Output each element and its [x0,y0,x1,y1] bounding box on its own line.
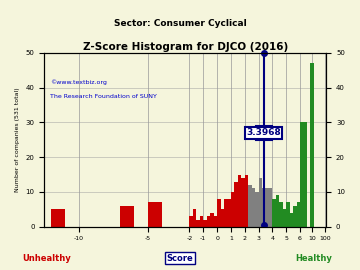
Bar [217,199,221,227]
Bar [300,122,307,227]
Bar [210,213,213,227]
Bar [189,216,193,227]
Bar [255,192,258,227]
Text: 3.3968: 3.3968 [246,128,281,137]
Bar [293,206,297,227]
Bar [200,216,203,227]
Bar [269,188,273,227]
Bar [290,213,293,227]
Text: The Research Foundation of SUNY: The Research Foundation of SUNY [50,94,157,99]
Bar [148,202,162,227]
Text: Healthy: Healthy [295,254,332,262]
Bar [297,202,300,227]
Text: Score: Score [167,254,193,262]
Bar [238,175,241,227]
Bar [276,195,279,227]
Bar [245,175,248,227]
Bar [234,181,238,227]
Text: Unhealthy: Unhealthy [22,254,71,262]
Bar [120,206,134,227]
Bar [283,209,286,227]
Bar [228,199,231,227]
Text: ©www.textbiz.org: ©www.textbiz.org [50,79,107,85]
Bar [51,209,65,227]
Bar [310,63,314,227]
Bar [252,188,255,227]
Bar [196,220,200,227]
Bar [262,188,265,227]
Bar [221,209,224,227]
Bar [193,209,196,227]
Bar [224,199,228,227]
Bar [286,202,290,227]
Y-axis label: Number of companies (531 total): Number of companies (531 total) [15,87,20,192]
Text: Sector: Consumer Cyclical: Sector: Consumer Cyclical [114,19,246,28]
Bar [258,178,262,227]
Bar [273,199,276,227]
Bar [241,178,245,227]
Title: Z-Score Histogram for DJCO (2016): Z-Score Histogram for DJCO (2016) [83,42,288,52]
Bar [207,216,210,227]
Bar [279,202,283,227]
Bar [213,216,217,227]
Bar [265,188,269,227]
Bar [248,185,252,227]
Bar [231,192,234,227]
Bar [203,220,207,227]
